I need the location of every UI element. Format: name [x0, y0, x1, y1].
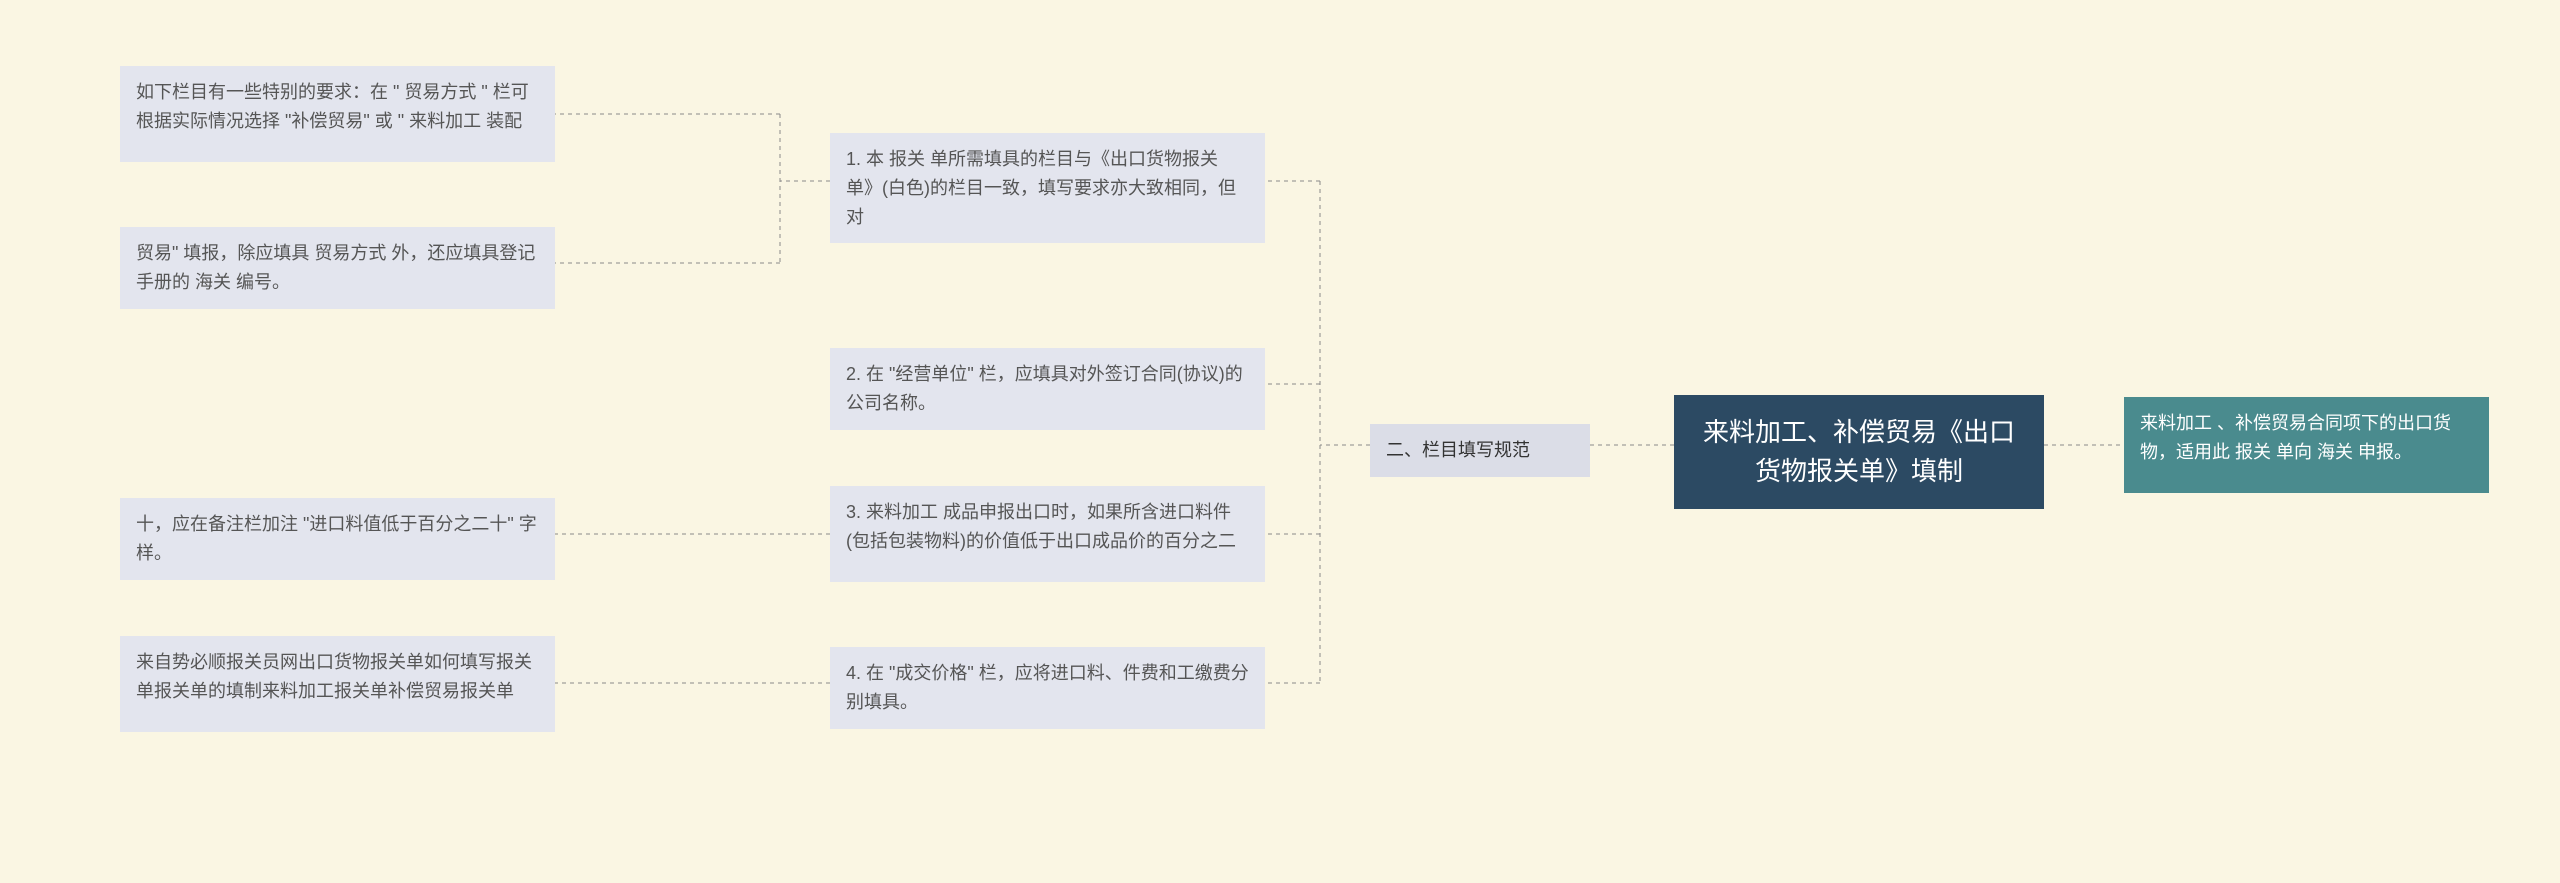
- root-node: 来料加工、补偿贸易《出口货物报关单》填制: [1674, 395, 2044, 509]
- item-1-node: 1. 本 报关 单所需填具的栏目与《出口货物报关 单》(白色)的栏目一致，填写要…: [830, 133, 1265, 243]
- right-intro-node: 来料加工 、补偿贸易合同项下的出口货物，适用此 报关 单向 海关 申报。: [2124, 397, 2489, 493]
- item-1-child-2: 贸易" 填报，除应填具 贸易方式 外，还应填具登记手册的 海关 编号。: [120, 227, 555, 309]
- left-branch-node: 二、栏目填写规范: [1370, 424, 1590, 477]
- item-3-node: 3. 来料加工 成品申报出口时，如果所含进口料件(包括包装物料)的价值低于出口成…: [830, 486, 1265, 582]
- item-4-child-1: 来自势必顺报关员网出口货物报关单如何填写报关单报关单的填制来料加工报关单补偿贸易…: [120, 636, 555, 732]
- item-1-child-1: 如下栏目有一些特别的要求：在 " 贸易方式 " 栏可根据实际情况选择 "补偿贸易…: [120, 66, 555, 162]
- item-2-node: 2. 在 "经营单位" 栏，应填具对外签订合同(协议)的公司名称。: [830, 348, 1265, 430]
- item-3-child-1: 十，应在备注栏加注 "进口料值低于百分之二十" 字样。: [120, 498, 555, 580]
- item-4-node: 4. 在 "成交价格" 栏，应将进口料、件费和工缴费分别填具。: [830, 647, 1265, 729]
